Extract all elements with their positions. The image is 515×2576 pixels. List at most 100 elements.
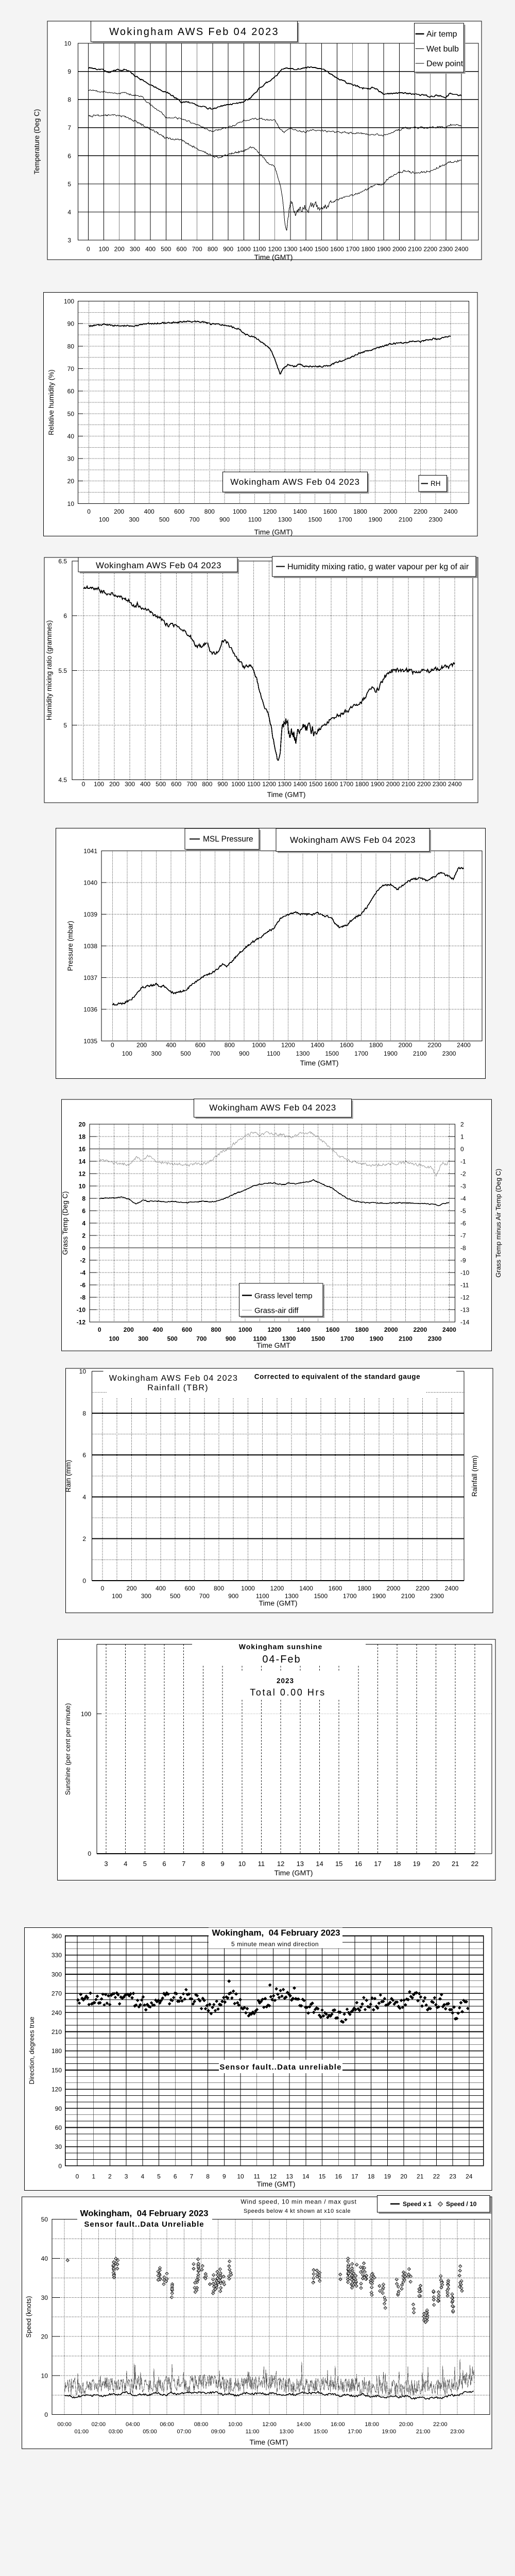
svg-text:800: 800 — [204, 508, 215, 515]
svg-text:120: 120 — [52, 2086, 62, 2093]
svg-text:Temperature (Deg C): Temperature (Deg C) — [33, 109, 41, 175]
svg-text:400: 400 — [140, 781, 150, 788]
svg-text:2: 2 — [108, 2173, 112, 2180]
svg-text:Grass Temp (Deg C): Grass Temp (Deg C) — [61, 1191, 69, 1255]
svg-text:9: 9 — [222, 2173, 226, 2180]
svg-text:-11: -11 — [460, 1282, 469, 1289]
svg-text:300: 300 — [52, 1971, 62, 1978]
svg-text:600: 600 — [184, 1585, 195, 1592]
svg-text:0: 0 — [111, 1042, 114, 1049]
svg-text:1900: 1900 — [372, 1592, 386, 1600]
svg-text:10: 10 — [67, 500, 75, 507]
svg-text:1600: 1600 — [324, 781, 338, 788]
svg-text:8: 8 — [67, 96, 71, 104]
svg-text:800: 800 — [202, 781, 212, 788]
svg-text:-4: -4 — [460, 1195, 466, 1202]
svg-text:05:00: 05:00 — [143, 2429, 157, 2435]
svg-text:Wokingham sunshine: Wokingham sunshine — [239, 1642, 322, 1651]
svg-text:6: 6 — [82, 1452, 86, 1459]
svg-text:90: 90 — [55, 2105, 62, 2112]
svg-text:Rain (mm): Rain (mm) — [64, 1460, 72, 1493]
svg-text:7: 7 — [190, 2173, 194, 2180]
svg-text:Wokingham, 04 February 2023: Wokingham, 04 February 2023 — [80, 2209, 208, 2218]
svg-text:2100: 2100 — [402, 781, 416, 788]
svg-text:20: 20 — [41, 2333, 48, 2341]
svg-text:50: 50 — [67, 410, 75, 417]
svg-text:800: 800 — [208, 246, 218, 253]
svg-text:15:00: 15:00 — [314, 2429, 328, 2435]
svg-text:1200: 1200 — [270, 1585, 284, 1592]
svg-text:2100: 2100 — [399, 1335, 413, 1343]
svg-text:1000: 1000 — [237, 246, 251, 253]
svg-text:1036: 1036 — [83, 1006, 97, 1013]
svg-text:150: 150 — [52, 2066, 62, 2074]
svg-text:2400: 2400 — [455, 246, 469, 253]
svg-text:500: 500 — [161, 246, 171, 253]
svg-text:700: 700 — [199, 1592, 210, 1600]
svg-text:Time (GMT): Time (GMT) — [267, 790, 306, 799]
svg-text:11: 11 — [258, 1860, 265, 1868]
svg-text:12:00: 12:00 — [262, 2421, 277, 2428]
svg-text:2023: 2023 — [277, 1677, 294, 1685]
svg-text:Pressure (mbar): Pressure (mbar) — [66, 921, 74, 971]
svg-text:Time (GMT): Time (GMT) — [254, 253, 293, 261]
svg-text:23: 23 — [449, 2173, 456, 2180]
svg-text:800: 800 — [214, 1585, 224, 1592]
svg-text:20:00: 20:00 — [399, 2421, 414, 2428]
svg-text:2200: 2200 — [414, 508, 427, 515]
svg-text:Time GMT: Time GMT — [256, 1341, 290, 1349]
svg-text:1037: 1037 — [83, 974, 97, 981]
svg-text:0: 0 — [87, 508, 91, 515]
svg-text:30: 30 — [41, 2294, 48, 2301]
svg-text:0: 0 — [98, 1326, 101, 1333]
svg-text:-2: -2 — [80, 1257, 85, 1264]
svg-text:0: 0 — [460, 1146, 464, 1153]
svg-text:700: 700 — [189, 516, 199, 523]
svg-text:24: 24 — [466, 2173, 473, 2180]
svg-text:3: 3 — [67, 237, 71, 244]
svg-text:Time (GMT): Time (GMT) — [257, 2180, 296, 2188]
svg-text:18:00: 18:00 — [365, 2421, 379, 2428]
svg-text:14: 14 — [316, 1860, 323, 1868]
svg-text:1800: 1800 — [355, 1326, 369, 1333]
svg-text:1100: 1100 — [267, 1050, 280, 1057]
svg-text:600: 600 — [182, 1326, 192, 1333]
svg-text:13:00: 13:00 — [280, 2429, 294, 2435]
svg-text:1300: 1300 — [282, 1335, 296, 1343]
svg-text:300: 300 — [130, 246, 140, 253]
svg-text:Sensor fault..Data Unreliable: Sensor fault..Data Unreliable — [84, 2220, 204, 2229]
svg-text:10: 10 — [79, 1368, 87, 1375]
svg-text:1600: 1600 — [326, 1326, 340, 1333]
svg-text:11:00: 11:00 — [246, 2429, 260, 2435]
svg-text:15: 15 — [335, 1860, 342, 1868]
svg-text:3: 3 — [104, 1860, 108, 1868]
svg-text:6: 6 — [67, 152, 71, 160]
svg-text:1100: 1100 — [256, 1592, 269, 1600]
svg-text:1: 1 — [460, 1133, 464, 1141]
svg-text:2: 2 — [460, 1121, 464, 1128]
svg-text:1700: 1700 — [340, 1335, 354, 1343]
svg-text:17:00: 17:00 — [348, 2429, 362, 2435]
svg-text:Rainfall (TBR): Rainfall (TBR) — [147, 1384, 209, 1393]
svg-text:Wokingham AWS Feb 04 2023: Wokingham AWS Feb 04 2023 — [109, 1374, 238, 1383]
svg-text:1300: 1300 — [285, 1592, 299, 1600]
svg-text:Relative humidity (%): Relative humidity (%) — [47, 369, 55, 435]
svg-text:1600: 1600 — [329, 1585, 342, 1592]
svg-text:1500: 1500 — [308, 781, 322, 788]
svg-text:1100: 1100 — [253, 246, 266, 253]
svg-text:800: 800 — [211, 1326, 221, 1333]
svg-text:10: 10 — [238, 1860, 246, 1868]
svg-text:20: 20 — [400, 2173, 407, 2180]
svg-text:2000: 2000 — [386, 781, 400, 788]
svg-text:Time (GMT): Time (GMT) — [259, 1599, 298, 1607]
svg-text:5: 5 — [63, 722, 67, 729]
svg-text:4: 4 — [67, 209, 71, 216]
svg-text:-6: -6 — [80, 1282, 85, 1289]
svg-text:1100: 1100 — [247, 781, 261, 788]
svg-text:1500: 1500 — [311, 1335, 325, 1343]
svg-text:60: 60 — [55, 2124, 62, 2131]
svg-text:Air temp: Air temp — [426, 30, 457, 39]
svg-text:1200: 1200 — [262, 781, 276, 788]
svg-text:2300: 2300 — [433, 781, 447, 788]
svg-text:0: 0 — [82, 781, 85, 788]
